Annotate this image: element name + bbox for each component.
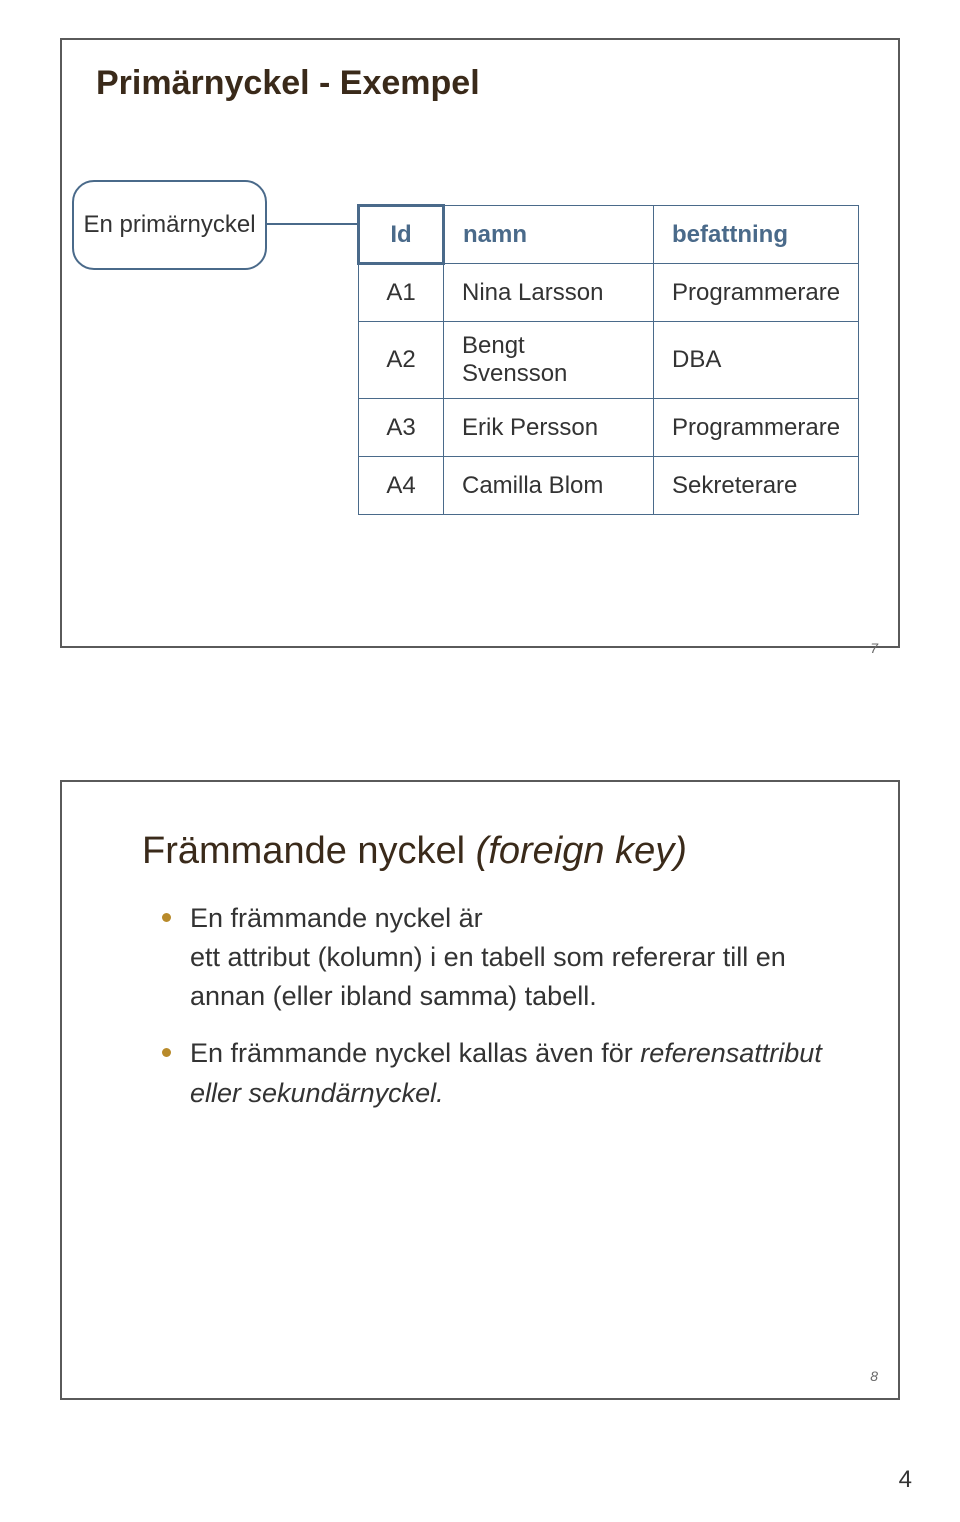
cell-role: DBA — [654, 322, 859, 399]
col-header-role: befattning — [654, 206, 859, 264]
page-number: 4 — [899, 1466, 912, 1494]
cell-name: Erik Persson — [444, 399, 654, 457]
slide1-number: 7 — [870, 640, 878, 656]
bullet-list: En främmande nyckel är ett attribut (kol… — [162, 899, 828, 1113]
table-row: A1 Nina Larsson Programmerare — [359, 264, 859, 322]
table-row: A4 Camilla Blom Sekreterare — [359, 457, 859, 515]
slide2-title-paren: (foreign key) — [476, 830, 687, 872]
slide-1: Primärnyckel - Exempel En primärnyckel I… — [60, 38, 900, 648]
slide1-title: Primärnyckel - Exempel — [96, 64, 898, 103]
cell-name: Nina Larsson — [444, 264, 654, 322]
callout-text: En primärnyckel — [83, 211, 255, 240]
bullet-item: En främmande nyckel är ett attribut (kol… — [162, 899, 828, 1016]
cell-id: A1 — [359, 264, 444, 322]
cell-role: Sekreterare — [654, 457, 859, 515]
cell-name: Camilla Blom — [444, 457, 654, 515]
employees-table: Id namn befattning A1 Nina Larsson Progr… — [357, 204, 859, 515]
table-header-row: Id namn befattning — [359, 206, 859, 264]
primary-key-callout: En primärnyckel — [72, 180, 267, 270]
slide2-title: Främmande nyckel (foreign key) — [142, 830, 898, 873]
cell-role: Programmerare — [654, 264, 859, 322]
slide2-number: 8 — [870, 1368, 878, 1384]
cell-id: A4 — [359, 457, 444, 515]
bullet-line: ett attribut (kolumn) i en tabell som re… — [190, 942, 786, 1011]
cell-id: A2 — [359, 322, 444, 399]
col-header-name: namn — [444, 206, 654, 264]
slide2-title-main: Främmande nyckel — [142, 830, 476, 872]
slide-2: Främmande nyckel (foreign key) En främma… — [60, 780, 900, 1400]
table-row: A2 Bengt Svensson DBA — [359, 322, 859, 399]
table-row: A3 Erik Persson Programmerare — [359, 399, 859, 457]
cell-id: A3 — [359, 399, 444, 457]
callout-connector — [265, 216, 360, 226]
bullet-line: En främmande nyckel är — [190, 903, 483, 933]
cell-role: Programmerare — [654, 399, 859, 457]
col-header-id: Id — [359, 206, 444, 264]
page: Primärnyckel - Exempel En primärnyckel I… — [0, 0, 960, 1522]
cell-name: Bengt Svensson — [444, 322, 654, 399]
bullet-item: En främmande nyckel kallas även för refe… — [162, 1034, 828, 1112]
bullet-line: En främmande nyckel kallas även för — [190, 1038, 633, 1068]
